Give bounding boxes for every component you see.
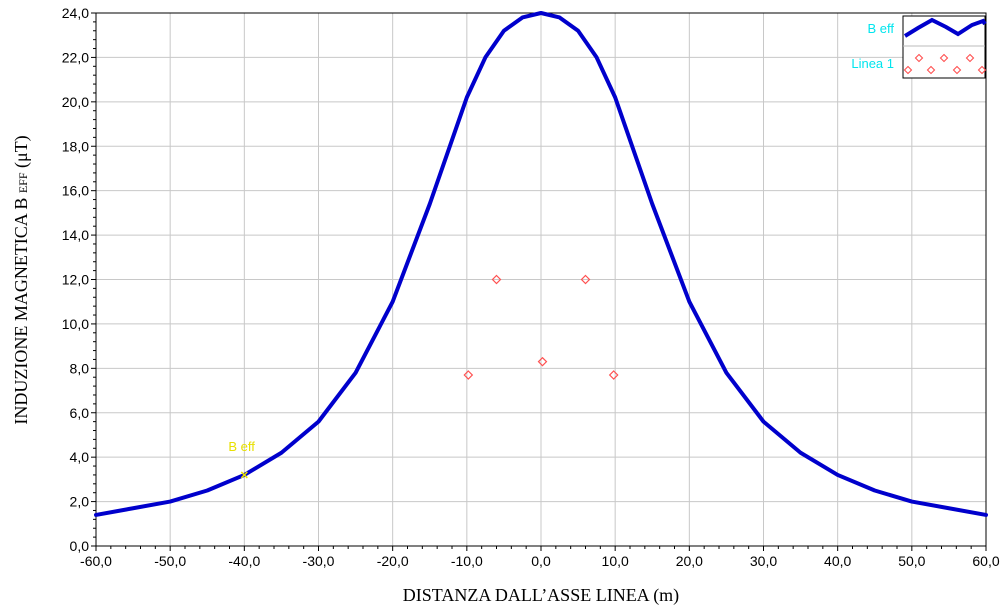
marker-linea-1 — [491, 274, 502, 285]
x-tick-label: 10,0 — [602, 553, 629, 569]
marker-linea-1 — [608, 370, 619, 380]
x-tick-label: -60,0 — [80, 553, 112, 569]
y-tick-label: 6,0 — [70, 405, 90, 421]
y-tick-label: 24,0 — [62, 5, 89, 21]
cursor-annotation-marker — [240, 471, 248, 479]
marker-linea-1 — [580, 274, 591, 285]
y-tick-label: 10,0 — [62, 316, 89, 332]
legend-marker-linea-1 — [977, 65, 987, 75]
y-tick-label: 18,0 — [62, 138, 89, 154]
x-tick-label: -40,0 — [228, 553, 260, 569]
y-tick-label: 22,0 — [62, 49, 89, 65]
marker-linea-1 — [537, 356, 548, 367]
legend-marker-linea-1 — [965, 53, 975, 63]
axis-ticks — [91, 12, 987, 551]
y-tick-label: 20,0 — [62, 94, 89, 110]
legend-marker-linea-1 — [926, 65, 936, 75]
y-tick-label: 8,0 — [70, 360, 90, 376]
grid-lines — [95, 12, 987, 547]
series-line-b-eff — [94, 11, 988, 517]
y-tick-label: 14,0 — [62, 227, 89, 243]
legend-marker-linea-1 — [903, 65, 913, 75]
legend-marker-linea-1 — [914, 53, 924, 63]
y-axis-title-main: INDUZIONE MAGNETICA B — [11, 198, 31, 425]
legend-label-linea-1: Linea 1 — [851, 56, 894, 71]
x-tick-label: -50,0 — [154, 553, 186, 569]
legend-marker-linea-1 — [939, 53, 949, 63]
legend-swatch-b-eff — [903, 17, 987, 38]
series-layer — [94, 11, 988, 517]
y-axis-title-unit: (μT) — [11, 135, 32, 168]
legend-label-b-eff: B eff — [867, 21, 894, 36]
legend-swatch-linea-1 — [903, 53, 987, 75]
x-tick-label: 50,0 — [898, 553, 925, 569]
y-tick-label: 12,0 — [62, 272, 89, 288]
y-tick-label: 16,0 — [62, 183, 89, 199]
y-axis-title: INDUZIONE MAGNETICA B EFF (μT) — [11, 135, 32, 424]
x-tick-label: 20,0 — [676, 553, 703, 569]
x-tick-label: 60,0 — [972, 553, 999, 569]
marker-linea-1 — [463, 370, 474, 380]
cursor-annotation: B eff — [228, 439, 255, 479]
x-tick-label: -20,0 — [377, 553, 409, 569]
legend-marker-linea-1 — [952, 65, 962, 75]
y-tick-labels: 0,0 2,0 4,0 6,0 8,0 10,0 12,0 14,0 16,0 18,0 20,0 2… — [62, 5, 89, 554]
x-tick-label: 30,0 — [750, 553, 777, 569]
y-tick-label: 4,0 — [70, 449, 90, 465]
x-tick-label: 0,0 — [531, 553, 551, 569]
cursor-annotation-label: B eff — [228, 439, 255, 454]
legend: B eff Linea 1 — [851, 15, 987, 79]
x-tick-labels: -60,0 -50,0 -40,0 -30,0 -20,0 -10,0 0,0 10,0 20,… — [80, 553, 1000, 569]
y-axis-title-subscript: EFF — [16, 172, 30, 193]
x-axis-title: DISTANZA DALL’ASSE LINEA (m) — [403, 585, 679, 606]
y-tick-label: 0,0 — [70, 538, 90, 554]
x-tick-label: -10,0 — [451, 553, 483, 569]
x-tick-label: -30,0 — [303, 553, 335, 569]
y-tick-label: 2,0 — [70, 494, 90, 510]
x-tick-label: 40,0 — [824, 553, 851, 569]
